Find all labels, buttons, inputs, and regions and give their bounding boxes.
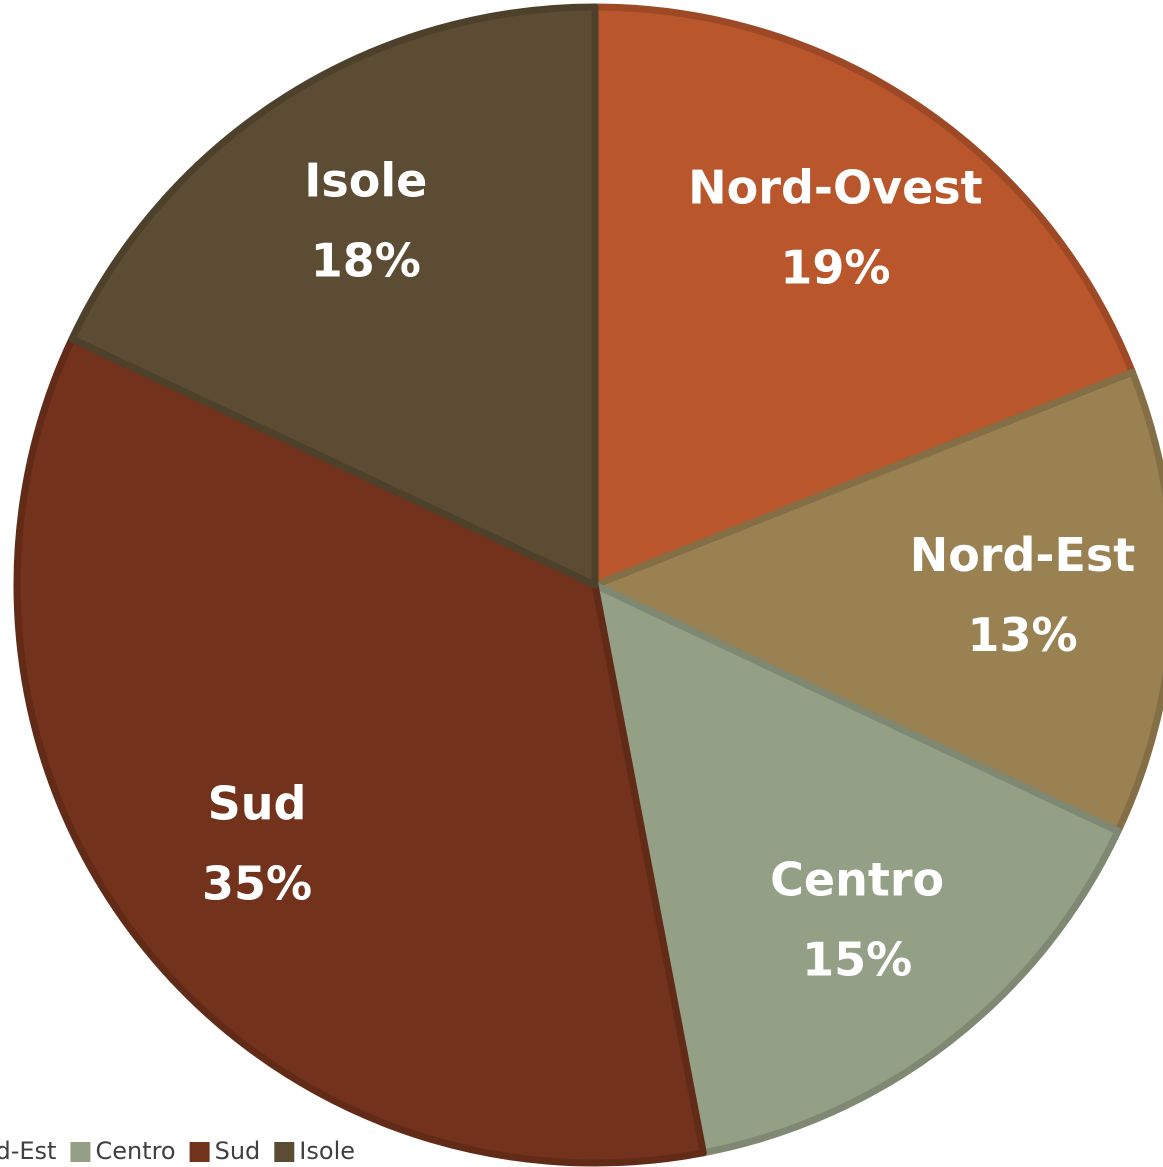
pie-slice (591, 368, 1163, 835)
pie-slice (13, 335, 707, 1167)
data-label-name: Sud (208, 777, 307, 831)
data-label-value: 18% (311, 233, 421, 287)
data-label-name: Centro (770, 852, 944, 906)
data-label-name: Nord-Est (910, 528, 1136, 582)
legend-label: Sud (215, 1137, 261, 1165)
pie-slice (591, 581, 1122, 1157)
data-label-name: Isole (304, 153, 427, 207)
data-label-value: 19% (780, 241, 890, 295)
data-label-value: 15% (802, 932, 912, 986)
legend-swatch (274, 1142, 295, 1162)
legend-label: Isole (299, 1137, 355, 1165)
legend-label: Nord-Est (0, 1137, 56, 1165)
pie-slice (591, 3, 1136, 589)
legend-swatch (70, 1142, 91, 1162)
data-label-name: Nord-Ovest (688, 161, 982, 215)
legend-swatch (189, 1142, 210, 1162)
pie-slice (68, 3, 599, 589)
data-label-value: 13% (967, 608, 1077, 662)
data-label-value: 35% (202, 857, 312, 911)
legend-label: Centro (95, 1137, 175, 1165)
